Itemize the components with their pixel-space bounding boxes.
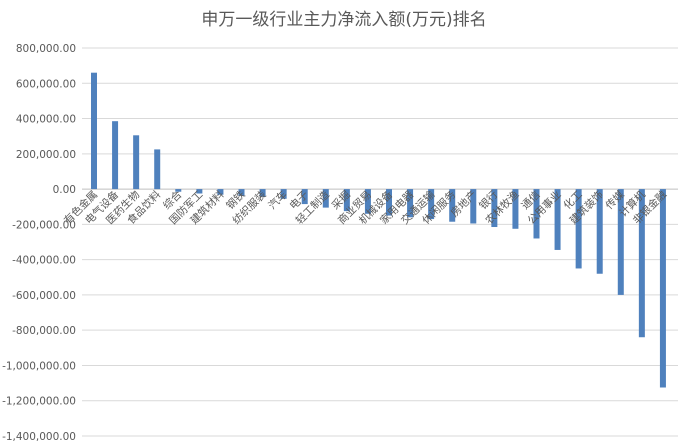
y-tick-label: 600,000.00 — [16, 78, 76, 90]
bar — [638, 189, 645, 338]
chart-title: 申万一级行业主力净流入额(万元)排名 — [201, 10, 486, 30]
bar — [91, 72, 97, 190]
bar — [238, 189, 245, 196]
bar — [386, 189, 392, 216]
bar — [175, 189, 182, 192]
y-axis: 800,000.00 600,000.00 400,000.00 200,000.00… — [2, 43, 76, 443]
bar — [512, 189, 519, 229]
y-tick-label: 800,000.00 — [16, 43, 76, 55]
bar — [154, 149, 161, 190]
bar — [280, 189, 287, 199]
bar — [196, 189, 203, 194]
bar — [554, 189, 561, 250]
gridlines — [82, 47, 678, 437]
y-tick-label: 400,000.00 — [16, 114, 76, 126]
bar — [301, 189, 308, 205]
bar — [259, 189, 266, 197]
bar — [364, 189, 371, 214]
y-tick-label: -600,000.00 — [12, 290, 76, 302]
bar — [659, 189, 666, 388]
bar — [596, 189, 603, 274]
y-tick-label: -1,200,000.00 — [2, 396, 76, 408]
y-tick-label: -800,000.00 — [12, 325, 76, 337]
bar — [533, 189, 540, 239]
bar — [322, 189, 329, 208]
y-tick-label: -400,000.00 — [12, 255, 76, 267]
bar — [112, 121, 119, 190]
bar — [217, 189, 224, 195]
bar — [449, 189, 456, 222]
bar — [617, 189, 624, 295]
y-tick-label: 200,000.00 — [16, 149, 76, 161]
bars — [91, 72, 666, 388]
bar — [575, 189, 582, 269]
bar — [428, 189, 435, 220]
bar — [407, 189, 414, 218]
bar — [470, 189, 477, 224]
y-tick-label: -1,000,000.00 — [2, 360, 76, 372]
bar — [133, 135, 140, 190]
bar — [343, 189, 350, 212]
y-tick-label: 0.00 — [53, 184, 76, 196]
y-tick-label: -1,400,000.00 — [2, 431, 76, 443]
bar — [491, 189, 498, 228]
y-tick-label: -200,000.00 — [12, 219, 76, 231]
